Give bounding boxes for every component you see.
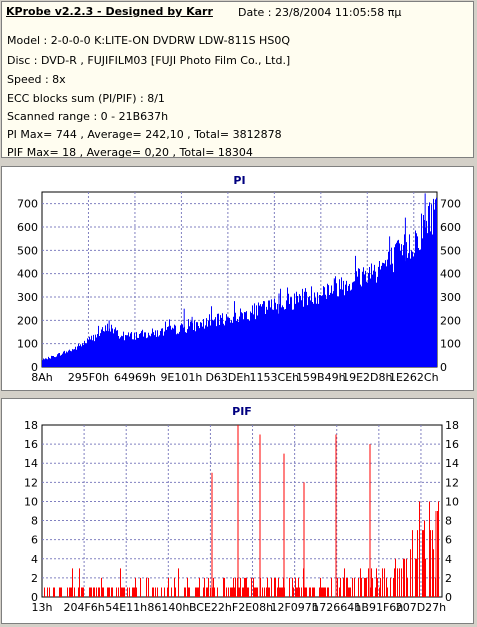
app-title: KProbe v2.2.3 - Designed by Karr xyxy=(6,5,213,18)
y-tick-right-1: 14 xyxy=(445,457,459,470)
x-tick-0: 159B49h xyxy=(296,371,346,384)
scan-date: Date : 23/8/2004 11:05:58 πμ xyxy=(238,6,402,19)
y-tick-left-1: 16 xyxy=(24,438,38,451)
pi-chart-panel: PI 0 0 100 100 200 200 300 300 400 400 500 500 600 600… xyxy=(1,166,474,391)
y-tick-left-1: 12 xyxy=(24,476,38,489)
plot-area-1 xyxy=(41,424,443,598)
x-tick-0: 1E262Ch xyxy=(389,371,439,384)
x-tick-1: 204F6h xyxy=(63,601,104,614)
y-tick-left-1: 6 xyxy=(31,534,38,547)
model-line: Model : 2-0-0-0 K:LITE-ON DVDRW LDW-811S… xyxy=(7,34,290,47)
x-tick-1: 207D27h xyxy=(396,601,446,614)
x-tick-0: 8Ah xyxy=(31,371,53,384)
pi-series xyxy=(42,193,437,367)
y-tick-left-0: 500 xyxy=(17,244,38,257)
y-tick-right-1: 4 xyxy=(445,553,452,566)
y-tick-left-1: 2 xyxy=(31,572,38,585)
x-tick-1: 12F097h xyxy=(270,601,318,614)
x-tick-1: 172664h xyxy=(312,601,361,614)
ecc-line: ECC blocks sum (PI/PIF) : 8/1 xyxy=(7,92,165,105)
x-tick-0: D63DEh xyxy=(205,371,250,384)
y-tick-left-0: 300 xyxy=(17,291,38,304)
y-tick-left-0: 0 xyxy=(31,361,38,374)
y-tick-right-0: 700 xyxy=(440,198,461,211)
pi-stats-line: PI Max= 744 , Average= 242,10 , Total= 3… xyxy=(7,128,282,141)
x-tick-1: 86140h xyxy=(147,601,189,614)
y-tick-left-1: 14 xyxy=(24,457,38,470)
y-tick-right-1: 0 xyxy=(445,591,452,604)
x-tick-0: 295F0h xyxy=(68,371,109,384)
y-tick-right-0: 400 xyxy=(440,268,461,281)
x-tick-1: F2E08h xyxy=(232,601,273,614)
info-panel: KProbe v2.2.3 - Designed by Karr Date : … xyxy=(1,1,474,159)
y-tick-right-1: 16 xyxy=(445,438,459,451)
disc-line: Disc : DVD-R , FUJIFILM03 [FUJI Photo Fi… xyxy=(7,54,291,67)
pif-chart-panel: PIF 0 0 2 2 4 4 6 6 8 8 10 10 12 12 14 14 16 16 18 18 13h 204F… xyxy=(1,398,474,624)
y-tick-right-0: 100 xyxy=(440,338,461,351)
y-tick-right-1: 18 xyxy=(445,419,459,432)
y-tick-left-1: 8 xyxy=(31,515,38,528)
y-tick-left-0: 700 xyxy=(17,198,38,211)
x-tick-0: 9E101h xyxy=(160,371,202,384)
y-tick-right-0: 0 xyxy=(440,361,447,374)
x-tick-1: 54E11h xyxy=(105,601,147,614)
pif-chart: PIF 0 0 2 2 4 4 6 6 8 8 10 10 12 12 14 14 16 16 18 18 13h 204F… xyxy=(24,405,459,614)
y-tick-right-0: 300 xyxy=(440,291,461,304)
y-tick-left-1: 4 xyxy=(31,553,38,566)
x-tick-0: 1153CEh xyxy=(250,371,300,384)
y-tick-left-1: 18 xyxy=(24,419,38,432)
y-tick-left-0: 400 xyxy=(17,268,38,281)
range-line: Scanned range : 0 - 21B637h xyxy=(7,110,169,123)
x-tick-1: 13h xyxy=(32,601,53,614)
x-tick-1: BCE22h xyxy=(189,601,232,614)
y-tick-right-1: 8 xyxy=(445,515,452,528)
pi-chart: PI 0 0 100 100 200 200 300 300 400 400 500 500 600 600… xyxy=(17,174,461,384)
y-tick-left-0: 100 xyxy=(17,338,38,351)
y-tick-right-1: 12 xyxy=(445,476,459,489)
x-tick-1: 1B91F6h xyxy=(354,601,403,614)
y-tick-right-0: 500 xyxy=(440,244,461,257)
pif-stats-line: PIF Max= 18 , Average= 0,20 , Total= 183… xyxy=(7,146,253,159)
y-tick-left-1: 10 xyxy=(24,495,38,508)
y-tick-right-1: 2 xyxy=(445,572,452,585)
y-tick-left-0: 200 xyxy=(17,314,38,327)
x-tick-0: 19E2D8h xyxy=(342,371,392,384)
y-tick-right-1: 10 xyxy=(445,495,459,508)
pif-series xyxy=(44,425,439,597)
y-tick-right-0: 600 xyxy=(440,221,461,234)
speed-line: Speed : 8x xyxy=(7,73,66,86)
y-tick-left-0: 600 xyxy=(17,221,38,234)
y-tick-right-0: 200 xyxy=(440,314,461,327)
y-tick-left-1: 0 xyxy=(31,591,38,604)
y-tick-right-1: 6 xyxy=(445,534,452,547)
chart-title-0: PI xyxy=(233,174,245,187)
x-tick-0: 64969h xyxy=(114,371,156,384)
chart-title-1: PIF xyxy=(232,405,252,418)
